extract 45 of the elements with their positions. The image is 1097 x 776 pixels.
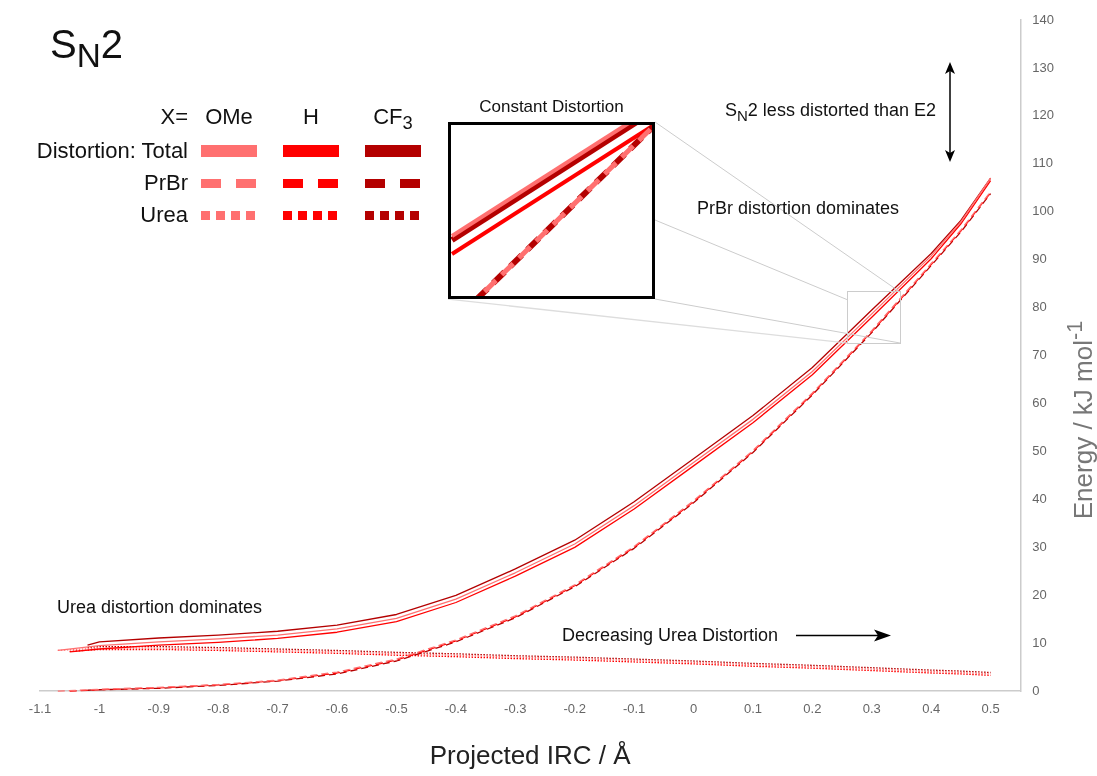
annotation: PrBr xyxy=(144,170,188,195)
y-tick-label: 140 xyxy=(1032,11,1055,27)
annotation: CF$_{3}$ xyxy=(373,104,413,134)
annotation: Urea distortion dominates xyxy=(57,596,263,618)
y-tick-label: 100 xyxy=(1032,203,1055,219)
y-tick-label: 120 xyxy=(1032,107,1055,123)
x-tick-label: 0 xyxy=(689,700,698,716)
x-tick-label: 0.4 xyxy=(922,700,941,716)
x-axis-title: Projected IRC / Å xyxy=(429,739,632,770)
x-tick-label: -0.3 xyxy=(504,700,527,716)
y-tick-label: 50 xyxy=(1032,443,1047,459)
y-tick-label: 110 xyxy=(1032,155,1054,171)
y-tick-label: 80 xyxy=(1032,299,1047,315)
x-tick-label: 0.1 xyxy=(743,700,762,716)
chart-title: S$_{N}$2 xyxy=(50,22,124,75)
annotation: H xyxy=(303,104,319,129)
annotation: Distortion: Total xyxy=(36,138,188,163)
x-tick-label: -1 xyxy=(93,700,106,716)
x-tick-label: -0.7 xyxy=(266,700,289,716)
x-tick-label: -0.6 xyxy=(325,700,349,716)
x-tick-label: -0.1 xyxy=(622,700,646,716)
x-tick-label: -1.1 xyxy=(28,700,52,716)
x-tick-label: -0.2 xyxy=(563,700,586,716)
x-tick-label: -0.4 xyxy=(444,700,468,716)
y-tick-label: 20 xyxy=(1032,586,1047,602)
annotation: Decreasing Urea Distortion xyxy=(562,624,779,646)
y-tick-label: 130 xyxy=(1032,59,1055,75)
x-tick-label: 0.2 xyxy=(803,700,822,716)
legend-title: X= xyxy=(160,104,188,129)
x-tick-label: 0.5 xyxy=(981,700,1000,716)
annotation: OMe xyxy=(205,104,253,129)
y-tick-label: 30 xyxy=(1032,538,1047,554)
y-tick-label: 60 xyxy=(1032,395,1047,411)
y-tick-label: 0 xyxy=(1032,682,1040,698)
x-tick-label: -0.9 xyxy=(147,700,171,716)
y-tick-label: 40 xyxy=(1032,491,1047,507)
y-tick-label: 90 xyxy=(1032,251,1047,267)
annotation: S$_{N}$2 less distorted than E2 xyxy=(725,100,936,124)
x-tick-label: -0.8 xyxy=(207,700,230,716)
x-tick-label: 0.3 xyxy=(862,700,881,716)
y-tick-label: 10 xyxy=(1032,634,1047,650)
y-tick-label: 70 xyxy=(1032,347,1047,363)
annotation: Urea xyxy=(140,202,188,227)
annotation: Constant Distortion xyxy=(479,97,624,116)
x-tick-label: -0.5 xyxy=(385,700,408,716)
